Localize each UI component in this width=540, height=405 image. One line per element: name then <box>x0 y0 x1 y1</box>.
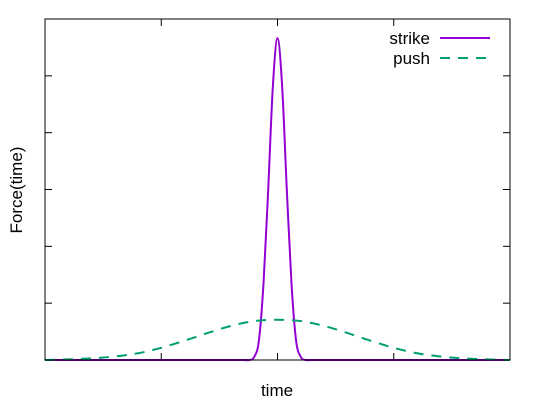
y-axis-label: Force(time) <box>7 147 26 234</box>
series-layer <box>44 37 511 362</box>
plot-frame <box>44 18 511 361</box>
series-line-strike <box>45 37 510 362</box>
legend-label-push: push <box>393 49 430 68</box>
x-axis-label: time <box>261 381 293 400</box>
legend-label-strike: strike <box>389 29 430 48</box>
series-line-push <box>44 318 511 361</box>
axis-ticks <box>45 19 510 360</box>
legend: strike push <box>389 29 490 68</box>
